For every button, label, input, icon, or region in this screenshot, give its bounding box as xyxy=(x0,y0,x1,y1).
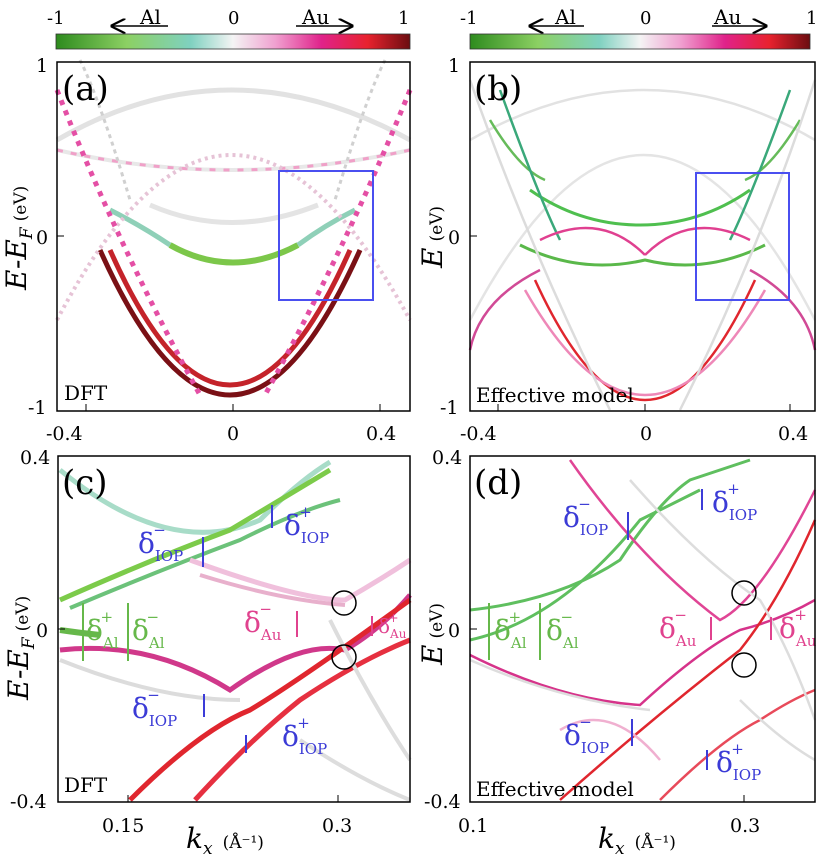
xtick-c-right: 0.3 xyxy=(322,815,352,837)
ytick-d-bot: -0.4 xyxy=(424,791,461,813)
cb-au-label: Au xyxy=(713,5,741,29)
delta-iop-plus-c-lower: δIOP+ xyxy=(282,714,327,758)
cb-au-label: Au xyxy=(301,5,329,29)
svg-text:E(eV): E(eV) xyxy=(416,206,449,269)
cb-al-label: Al xyxy=(554,5,576,29)
method-label-c: DFT xyxy=(64,773,108,797)
cb-mid-label: 0 xyxy=(228,8,239,29)
panel-a: 1 0 -1 -0.4 0 0.4 (a) DFT E-EF(eV) xyxy=(0,55,413,445)
inset-box-b xyxy=(695,172,790,301)
delta-au-plus-d: δAu+ xyxy=(779,606,817,650)
cb-min-label: -1 xyxy=(47,8,65,29)
xtick-d-right: 0.3 xyxy=(730,815,760,837)
ytick-c-top: 0.4 xyxy=(20,447,50,469)
ylabel-c: E-EF(eV) xyxy=(2,596,39,701)
svg-text:E-EF(eV): E-EF(eV) xyxy=(0,186,37,291)
delta-al-minus-c: δAl− xyxy=(132,608,165,652)
gap-arrows-d xyxy=(488,489,772,770)
xtick-d-left: 0.1 xyxy=(458,815,488,837)
ytick-c-mid: 0 xyxy=(36,620,48,642)
delta-iop-plus-d-lower: δIOP+ xyxy=(716,740,761,784)
xlabel-c: kx (Å⁻¹) xyxy=(186,822,264,859)
delta-au-minus-d: δAu− xyxy=(659,606,697,650)
panel-b: 1 0 -1 -0.4 0 0.4 (b) Effective model E(… xyxy=(416,55,817,445)
crossing-circle-c-lower xyxy=(331,644,357,670)
crossing-circle-d-lower xyxy=(731,652,757,678)
delta-iop-plus-c-upper: δIOP+ xyxy=(284,503,329,547)
ylabel-a: E-EF(eV) xyxy=(0,186,37,291)
panel-c: δIOP− δIOP+ δAl+ δAl− δAu− δAu+ δIOP− δI… xyxy=(2,447,412,859)
xtick-a-right: 0.4 xyxy=(366,423,396,445)
ticks-a xyxy=(57,235,381,411)
xtick-b-mid: 0 xyxy=(640,423,652,445)
cb-max-label: 1 xyxy=(806,8,817,29)
ticks-b xyxy=(470,235,791,411)
delta-au-plus-c: δAu+ xyxy=(378,611,407,641)
delta-al-plus-c: δAl+ xyxy=(86,608,119,652)
ticks-d xyxy=(470,628,745,802)
delta-iop-plus-d-upper: δIOP+ xyxy=(712,480,757,524)
bands-c xyxy=(58,459,412,802)
ticks-c xyxy=(58,628,339,802)
bands-d xyxy=(469,458,817,801)
ytick-b-top: 1 xyxy=(448,55,460,77)
xtick-b-right: 0.4 xyxy=(778,423,808,445)
xtick-a-left: -0.4 xyxy=(46,423,83,445)
delta-au-minus-c: δAu− xyxy=(244,600,282,644)
xtick-a-mid: 0 xyxy=(227,423,239,445)
cb-al-label: Al xyxy=(139,5,161,29)
xtick-b-left: -0.4 xyxy=(460,423,497,445)
annotations-d: δIOP− δIOP+ δAl+ δAl− δAu− δAu+ δIOP− δI… xyxy=(494,480,817,784)
crossing-circle-c-upper xyxy=(331,590,357,616)
ytick-a-bot: -1 xyxy=(28,397,47,419)
delta-al-minus-d: δAl− xyxy=(546,608,579,652)
annotations-c: δIOP− δIOP+ δAl+ δAl− δAu− δAu+ δIOP− δI… xyxy=(86,503,407,758)
xlabel-d: kx (Å⁻¹) xyxy=(598,822,676,859)
ytick-b-mid: 0 xyxy=(448,227,460,249)
method-label-d: Effective model xyxy=(476,777,634,801)
cb-min-label: -1 xyxy=(460,8,478,29)
delta-iop-minus-c-upper: δIOP− xyxy=(138,521,183,565)
cb-mid-label: 0 xyxy=(640,8,651,29)
axes-frame-d xyxy=(469,455,816,803)
ytick-a-top: 1 xyxy=(36,55,48,77)
bands-a xyxy=(54,59,413,398)
svg-text:E(eV): E(eV) xyxy=(416,603,449,666)
ytick-c-bot: -0.4 xyxy=(10,791,47,813)
delta-iop-minus-d-lower: δIOP− xyxy=(564,713,609,757)
crossing-circle-d-upper xyxy=(731,580,757,606)
panel-label-b: (b) xyxy=(474,69,522,109)
colorbar-right: -1 0 1 Al Au xyxy=(460,5,817,50)
ytick-d-top: 0.4 xyxy=(432,447,462,469)
ytick-d-mid: 0 xyxy=(448,620,460,642)
inset-box-a xyxy=(278,170,374,301)
delta-iop-minus-c-lower: δIOP− xyxy=(132,686,177,730)
panel-label-a: (a) xyxy=(62,69,109,109)
method-label-b: Effective model xyxy=(476,383,634,407)
ytick-b-bot: -1 xyxy=(440,397,459,419)
xtick-c-left: 0.15 xyxy=(102,815,144,837)
gap-arrows-c xyxy=(82,505,373,753)
cb-max-label: 1 xyxy=(398,8,409,29)
ylabel-b: E(eV) xyxy=(416,206,449,269)
delta-al-plus-d: δAl+ xyxy=(494,608,527,652)
svg-text:E-EF(eV): E-EF(eV) xyxy=(2,596,39,701)
ytick-a-mid: 0 xyxy=(36,227,48,249)
panel-label-d: (d) xyxy=(474,463,522,503)
bands-b xyxy=(468,79,817,411)
ylabel-d: E(eV) xyxy=(416,603,449,666)
method-label-a: DFT xyxy=(64,381,108,405)
colorbar-left: -1 0 1 Al Au xyxy=(47,5,411,50)
panel-d: δIOP− δIOP+ δAl+ δAl− δAu− δAu+ δIOP− δI… xyxy=(416,447,817,859)
panel-label-c: (c) xyxy=(62,463,108,503)
delta-iop-minus-d-upper: δIOP− xyxy=(563,495,608,539)
